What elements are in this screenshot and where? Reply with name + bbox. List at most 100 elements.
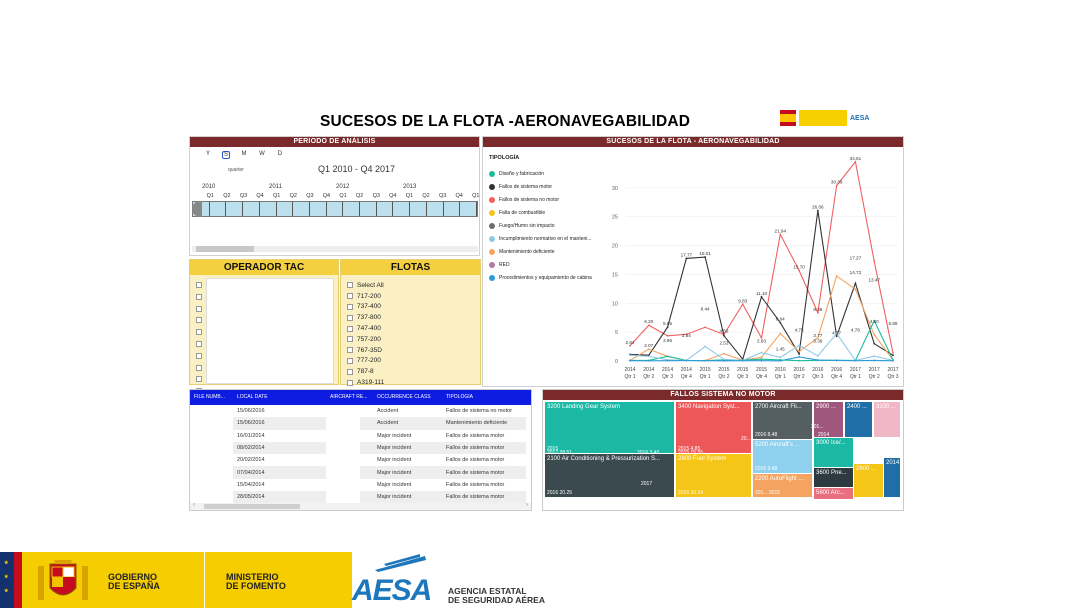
table-row[interactable]: 28/05/2014 Major incident Fallos de sistem… <box>190 491 531 504</box>
flota-item[interactable]: 787-8 <box>347 366 384 377</box>
treemap-block[interactable]: 2200 AutoFlight ... 201... 2015 <box>753 474 813 498</box>
treemap-block[interactable]: 2900 ... <box>814 402 844 438</box>
treemap-block[interactable]: 2700 Aircraft Fli... 2016 8.48 <box>753 402 813 440</box>
timeline-cell[interactable] <box>427 202 444 216</box>
data-label: 17.77 <box>681 252 693 257</box>
col-occurrence-class[interactable]: OCCURRENCE CLASS <box>377 394 431 400</box>
treemap-block[interactable]: 5600 Arc... <box>814 488 854 500</box>
flota-item[interactable]: 777-200 <box>347 356 384 367</box>
operador-checkbox[interactable] <box>196 317 202 324</box>
legend-item[interactable]: Diseño y fabricación <box>489 168 592 181</box>
flota-checkbox[interactable] <box>347 347 353 354</box>
treemap-block[interactable]: 2600 ... <box>854 464 884 498</box>
timeline-cell[interactable] <box>327 202 344 216</box>
data-label: 9.83 <box>738 298 747 303</box>
col-local-date[interactable]: LOCAL DATE <box>237 394 268 400</box>
timeline-cell[interactable] <box>193 202 210 216</box>
table-row[interactable]: 15/06/2016 Accident Fallos de sistema no m… <box>190 405 531 417</box>
operador-checkbox[interactable] <box>196 305 202 312</box>
timeline-scrollbar[interactable] <box>192 246 478 252</box>
legend-item[interactable]: Procedimientos y equipamiento de cabina <box>489 271 592 284</box>
timeline-cell[interactable] <box>444 202 461 216</box>
granularity-m[interactable]: M <box>241 151 247 157</box>
timeline-cell[interactable] <box>360 202 377 216</box>
legend-item[interactable]: Falta de combustible <box>489 207 592 220</box>
timeline-cell[interactable] <box>343 202 361 216</box>
operador-checkbox[interactable] <box>196 293 202 300</box>
timeline-cell[interactable] <box>410 202 427 216</box>
timeline-bar[interactable] <box>192 201 478 217</box>
flota-item[interactable]: 737-400 <box>347 302 384 313</box>
treemap-block[interactable]: 5200 Aircraft's ... 2016 9.48 <box>753 440 813 474</box>
table-row[interactable]: 15/04/2014 Major incident Fallos de sistem… <box>190 479 531 491</box>
flota-checkbox[interactable] <box>347 368 353 375</box>
table-row[interactable]: 16/01/2014 Major incident Fallos de sistem… <box>190 430 531 442</box>
granularity-s[interactable]: S <box>222 151 230 159</box>
table-scrollbar[interactable]: ‹ › <box>190 502 531 510</box>
timeline-cell[interactable] <box>226 202 244 216</box>
flota-item[interactable]: 767-35D <box>347 345 384 356</box>
flota-item[interactable]: 747-400 <box>347 323 384 334</box>
legend-item[interactable]: RED <box>489 258 592 271</box>
year-label: 2013 <box>403 184 417 190</box>
flota-item[interactable]: 737-800 <box>347 312 384 323</box>
col-tipologia[interactable]: TIPOLOGÍA <box>446 394 473 400</box>
flota-checkbox[interactable] <box>347 379 353 386</box>
table-cell: Accident <box>377 420 399 427</box>
flota-checkbox[interactable] <box>347 336 353 343</box>
timeline-cell[interactable] <box>260 202 277 216</box>
timeline-cell[interactable] <box>210 202 227 216</box>
table-row[interactable]: 15/06/2016 Accident Mantenimiento deficien… <box>190 417 531 430</box>
flota-checkbox[interactable] <box>347 282 353 289</box>
flota-checkbox[interactable] <box>347 325 353 332</box>
flota-checkbox[interactable] <box>347 293 353 300</box>
granularity-y[interactable]: Y <box>205 151 210 157</box>
treemap-block[interactable]: 3100 ... <box>874 402 901 438</box>
treemap-block[interactable]: 3600 Pne... <box>814 468 854 488</box>
timeline-cell[interactable] <box>293 202 310 216</box>
granularity-d[interactable]: D <box>277 151 283 157</box>
timeline-cell[interactable] <box>310 202 327 216</box>
operador-list[interactable] <box>206 278 334 384</box>
granularity-w[interactable]: W <box>259 151 265 157</box>
flota-item[interactable]: Select All <box>347 280 384 291</box>
flota-item[interactable]: 757-200 <box>347 334 384 345</box>
legend-item[interactable]: Fallos de sistema motor <box>489 181 592 194</box>
operador-checkbox[interactable] <box>196 352 202 359</box>
flota-checkbox[interactable] <box>347 303 353 310</box>
timeline-cell[interactable] <box>393 202 411 216</box>
treemap-block[interactable]: 2100 Air Conditioning & Pressurization S… <box>545 454 675 498</box>
timeline-cell[interactable] <box>377 202 394 216</box>
flota-item[interactable]: 717-200 <box>347 291 384 302</box>
treemap-label: 2400 ... <box>847 404 868 410</box>
treemap-block[interactable]: 2800 Fuel System 2016 10.14 <box>676 454 752 498</box>
legend-item[interactable]: Mantenimiento deficiente <box>489 245 592 258</box>
timeline-handle[interactable] <box>192 201 202 217</box>
col-aircraft-reg[interactable]: AIRCRAFT RE... <box>330 394 368 400</box>
timeline-cell[interactable] <box>243 202 260 216</box>
table-row[interactable]: 20/02/2014 Major incident Fallos de sistem… <box>190 454 531 466</box>
flota-checkbox[interactable] <box>347 314 353 321</box>
flota-checkbox[interactable] <box>347 357 353 364</box>
timeline-cell[interactable] <box>277 202 294 216</box>
treemap-block[interactable]: 2014 ... <box>884 458 901 498</box>
flota-item[interactable]: A319-111 <box>347 377 384 388</box>
treemap-block[interactable]: 3200 Landing Gear System 2015 <box>545 402 675 454</box>
treemap-block[interactable]: 3000 Ice/... <box>814 438 854 468</box>
operador-checkbox[interactable] <box>196 329 202 336</box>
treemap-block[interactable]: 2400 ... <box>845 402 873 438</box>
operador-checkbox[interactable] <box>196 364 202 371</box>
treemap-block[interactable]: 3400 Navigation Syst... 2015 4.85 <box>676 402 752 454</box>
operador-checkbox[interactable] <box>196 340 202 347</box>
legend-item[interactable]: Incumplimiento normativo en el manteni..… <box>489 232 592 245</box>
legend-item[interactable]: Fallos de sistema no motor <box>489 194 592 207</box>
data-point <box>760 356 763 359</box>
legend-item[interactable]: Fuego/Humo sin impacto <box>489 220 592 233</box>
table-row[interactable]: 08/02/2014 Major incident Fallos de sistem… <box>190 441 531 455</box>
operador-checkbox[interactable] <box>196 282 202 288</box>
data-point <box>779 321 782 324</box>
operador-checkbox[interactable] <box>196 376 202 383</box>
timeline-cell[interactable] <box>460 202 477 216</box>
table-row[interactable]: 07/04/2014 Major incident Fallos de sistem… <box>190 466 531 479</box>
col-file-number[interactable]: FILE NUMB... <box>194 394 225 400</box>
